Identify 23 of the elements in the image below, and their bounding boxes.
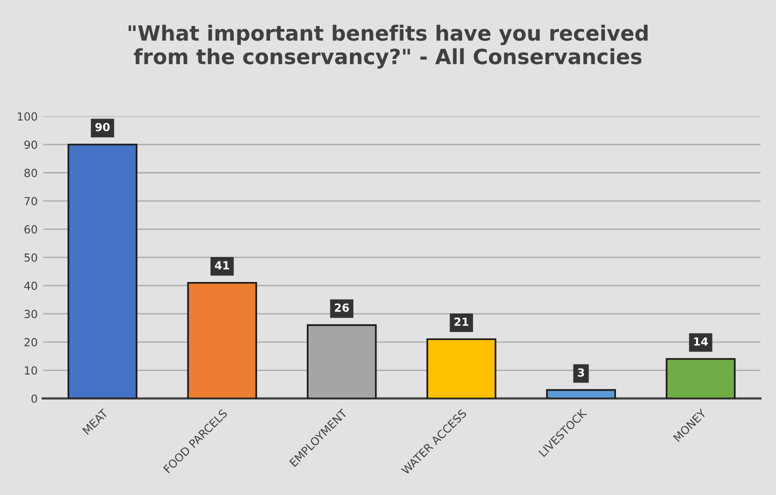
bar (666, 358, 736, 398)
bar (426, 338, 496, 398)
bar (546, 389, 616, 398)
data-label: 90 (95, 122, 110, 132)
y-tick-label: 70 (24, 196, 38, 206)
y-tick-label: 10 (24, 366, 38, 375)
data-label: 41 (214, 261, 230, 270)
bar (68, 144, 138, 398)
y-tick-label: 100 (18, 112, 38, 121)
y-tick-label: 30 (24, 310, 38, 318)
y-tick-label: 80 (24, 168, 38, 178)
y-tick-label: 20 (24, 338, 38, 346)
data-label: 26 (334, 303, 349, 312)
y-tick-label: 0 (31, 394, 38, 403)
y-tick-label: 40 (24, 282, 38, 290)
bar (187, 282, 258, 398)
data-label: 3 (578, 368, 584, 377)
y-tick-label: 50 (24, 253, 38, 262)
y-tick-label: 60 (24, 225, 38, 234)
chart-title: "What important benefits have you received from the conservancy?" - All Conservancies (128, 24, 648, 69)
data-label: 14 (694, 337, 708, 346)
y-tick-label: 90 (24, 140, 38, 149)
data-label: 21 (454, 318, 468, 326)
